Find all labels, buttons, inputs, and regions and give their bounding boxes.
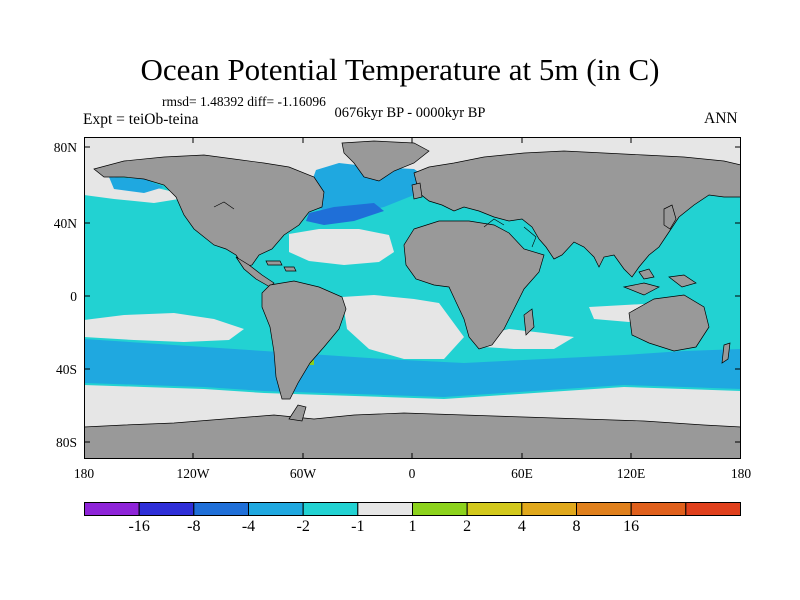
stats-label: rmsd= 1.48392 diff= -1.16096 bbox=[162, 94, 326, 109]
colorbar-box bbox=[576, 502, 632, 516]
lat-label-80n: 80N bbox=[53, 140, 77, 155]
lat-label-0: 0 bbox=[70, 289, 77, 304]
colorbar-label: 16 bbox=[623, 518, 640, 535]
lat-label-80s: 80S bbox=[55, 435, 77, 450]
lon-ticks bbox=[192, 137, 632, 459]
colorbar-box bbox=[193, 502, 249, 516]
colorbar-label: -4 bbox=[241, 518, 256, 535]
colorbar bbox=[84, 502, 741, 516]
colorbar-label: -1 bbox=[351, 518, 365, 535]
lon-label-120e: 120E bbox=[616, 466, 646, 481]
time-range-subtitle: 0676kyr BP - 0000kyr BP bbox=[334, 105, 486, 121]
lon-label-120w: 120W bbox=[176, 466, 210, 481]
colorbar-box bbox=[630, 502, 687, 516]
lon-label-60e: 60E bbox=[511, 466, 533, 481]
colorbar-label: 8 bbox=[572, 518, 581, 535]
colorbar-boxes bbox=[84, 502, 741, 516]
colorbar-label: 1 bbox=[408, 518, 417, 535]
colorbar-label: -8 bbox=[187, 518, 201, 535]
colorbar-box bbox=[138, 502, 195, 516]
colorbar-box bbox=[357, 502, 413, 516]
experiment-label: Expt = teiOb-teina bbox=[83, 111, 199, 128]
colorbar-box bbox=[84, 502, 140, 516]
colorbar-label: 4 bbox=[517, 518, 526, 535]
lat-label-40s: 40S bbox=[55, 362, 77, 377]
strong-cooling-region bbox=[306, 203, 384, 225]
colorbar-box bbox=[248, 502, 304, 516]
colorbar-box bbox=[521, 502, 577, 516]
world-map bbox=[84, 137, 741, 459]
lon-label-60w: 60W bbox=[289, 466, 317, 481]
lat-ticks bbox=[84, 146, 741, 443]
season-label: ANN bbox=[704, 110, 738, 127]
lat-label-40n: 40N bbox=[53, 216, 77, 231]
lon-label-180w: 180 bbox=[73, 466, 95, 481]
lon-label-0: 0 bbox=[408, 466, 416, 481]
colorbar-label: 2 bbox=[463, 518, 472, 535]
colorbar-box bbox=[302, 502, 359, 516]
colorbar-box bbox=[685, 502, 741, 516]
map-title: Ocean Potential Temperature at 5m (in C) bbox=[140, 52, 660, 87]
lon-label-180e: 180 bbox=[730, 466, 752, 481]
coastal-details bbox=[213, 201, 537, 248]
colorbar-box bbox=[412, 502, 468, 516]
colorbar-label: -2 bbox=[296, 518, 310, 535]
colorbar-label: -16 bbox=[128, 518, 150, 535]
colorbar-box bbox=[466, 502, 523, 516]
land-masses bbox=[84, 140, 741, 459]
